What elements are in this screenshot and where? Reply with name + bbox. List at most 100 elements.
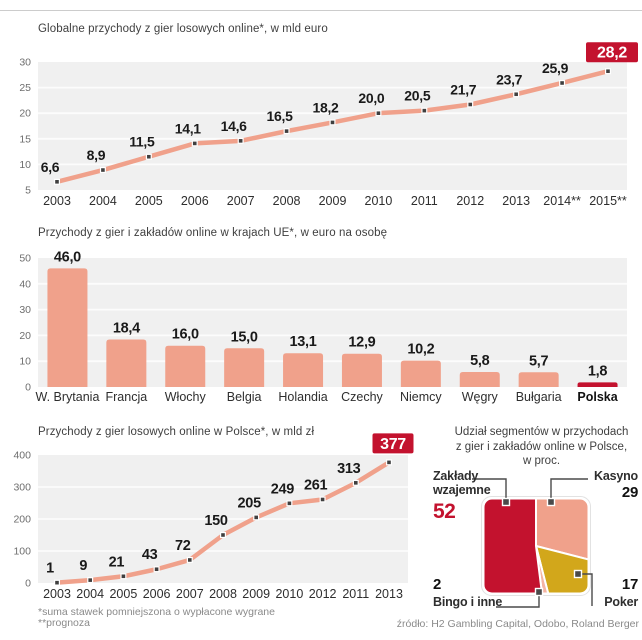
x-tick-label: Holandia (278, 390, 327, 404)
top-divider (0, 10, 642, 11)
segment-label-poker: 17 Poker (594, 576, 638, 610)
y-tick-label: 5 (25, 185, 31, 197)
y-tick-label: 10 (19, 356, 31, 368)
data-point (467, 101, 474, 108)
point-value-label: 8,9 (87, 147, 106, 163)
x-tick-label: 2011 (342, 587, 369, 601)
x-tick-label: 2015** (589, 194, 627, 208)
data-point (220, 531, 227, 538)
x-tick-label: Francja (106, 390, 148, 404)
x-tick-label: 2010 (365, 194, 393, 208)
segment-chart (483, 498, 589, 594)
point-value-label: 21 (109, 554, 125, 570)
bar-value-label: 13,1 (290, 334, 317, 350)
point-value-label: 9 (79, 558, 87, 574)
x-tick-label: Belgia (227, 390, 262, 404)
callout-marker (573, 569, 583, 579)
data-point (120, 573, 127, 580)
data-point (513, 91, 520, 98)
footnote-2: **prognoza (38, 617, 90, 629)
y-tick-label: 15 (19, 133, 31, 145)
segment-name: Zakłady wzajemne (433, 469, 491, 497)
segment-label-bingo: 2 Bingo i inne (433, 576, 502, 610)
x-tick-label: 2003 (43, 587, 71, 601)
segment-name: Poker (604, 595, 638, 609)
bar-value-label: 18,4 (113, 321, 140, 337)
segment-label-zaklady: Zakłady wzajemne 52 (433, 469, 503, 524)
point-value-label: 21,7 (450, 81, 477, 97)
data-point (237, 137, 244, 144)
segment-name: Bingo i inne (433, 595, 503, 609)
x-tick-label: 2004 (76, 587, 104, 601)
data-point (352, 479, 359, 486)
y-tick-label: 40 (19, 278, 31, 290)
data-point (99, 167, 106, 174)
bar (577, 382, 618, 387)
callout-line (550, 478, 588, 502)
data-point (604, 68, 611, 75)
bar (224, 348, 265, 387)
pie-segment (535, 545, 570, 594)
highlight-badge (372, 433, 414, 454)
x-tick-label: 2008 (273, 194, 301, 208)
x-tick-label: 2013 (502, 194, 530, 208)
bar (106, 339, 147, 387)
callout-marker (501, 497, 511, 507)
x-tick-label: Czechy (341, 390, 383, 404)
data-point (53, 579, 60, 586)
point-value-label: 16,5 (267, 108, 294, 124)
y-tick-label: 30 (19, 57, 31, 69)
point-value-label: 25,9 (542, 60, 569, 76)
data-point (286, 500, 293, 507)
x-tick-label: 2014** (543, 194, 581, 208)
data-point (283, 128, 290, 135)
x-tick-label: Włochy (165, 390, 207, 404)
y-tick-label: 0 (25, 578, 31, 590)
bar-value-label: 12,9 (348, 335, 375, 351)
bar-value-label: 5,8 (470, 353, 489, 369)
data-point (386, 459, 393, 466)
highlight-badge-label: 28,2 (597, 45, 627, 62)
chart3-title: Przychody z gier losowych online w Polsc… (38, 426, 315, 438)
point-value-label: 20,5 (404, 88, 431, 104)
y-tick-label: 200 (13, 514, 31, 526)
callout-line (578, 573, 593, 606)
point-value-label: 18,2 (312, 99, 339, 115)
segment-chart-title-line3: w proc. (522, 455, 561, 467)
bar (400, 360, 441, 387)
segment-value: 17 (621, 576, 638, 593)
x-tick-label: 2011 (411, 194, 438, 208)
data-point (191, 140, 198, 147)
data-point (375, 110, 382, 117)
chart1-title: Globalne przychody z gier losowych onlin… (38, 23, 328, 35)
bar (341, 353, 382, 387)
segment-value: 29 (621, 483, 638, 501)
data-point (53, 178, 60, 185)
point-value-label: 72 (175, 538, 191, 554)
x-tick-label: 2005 (135, 194, 163, 208)
data-point (329, 119, 336, 126)
x-tick-label: 2003 (43, 194, 71, 208)
segment-label-kasyno: Kasyno 29 (594, 469, 638, 501)
data-point (319, 496, 326, 503)
x-tick-label: 2006 (143, 587, 171, 601)
callout-marker (534, 587, 544, 597)
data-point (421, 107, 428, 114)
x-tick-label: 2012 (309, 587, 337, 601)
point-value-label: 261 (304, 477, 328, 493)
bar-value-label: 46,0 (54, 249, 81, 265)
highlight-badge-label: 377 (380, 436, 406, 453)
highlight-badge (586, 42, 638, 63)
y-tick-label: 10 (19, 159, 31, 171)
y-tick-label: 20 (19, 330, 31, 342)
data-point (186, 556, 193, 563)
data-point (153, 566, 160, 573)
x-tick-label: W. Brytania (35, 390, 99, 404)
point-value-label: 313 (337, 461, 361, 477)
x-tick-label: 2008 (209, 587, 237, 601)
y-tick-label: 100 (13, 546, 31, 558)
y-tick-label: 20 (19, 108, 31, 120)
bar-value-label: 15,0 (231, 329, 258, 345)
